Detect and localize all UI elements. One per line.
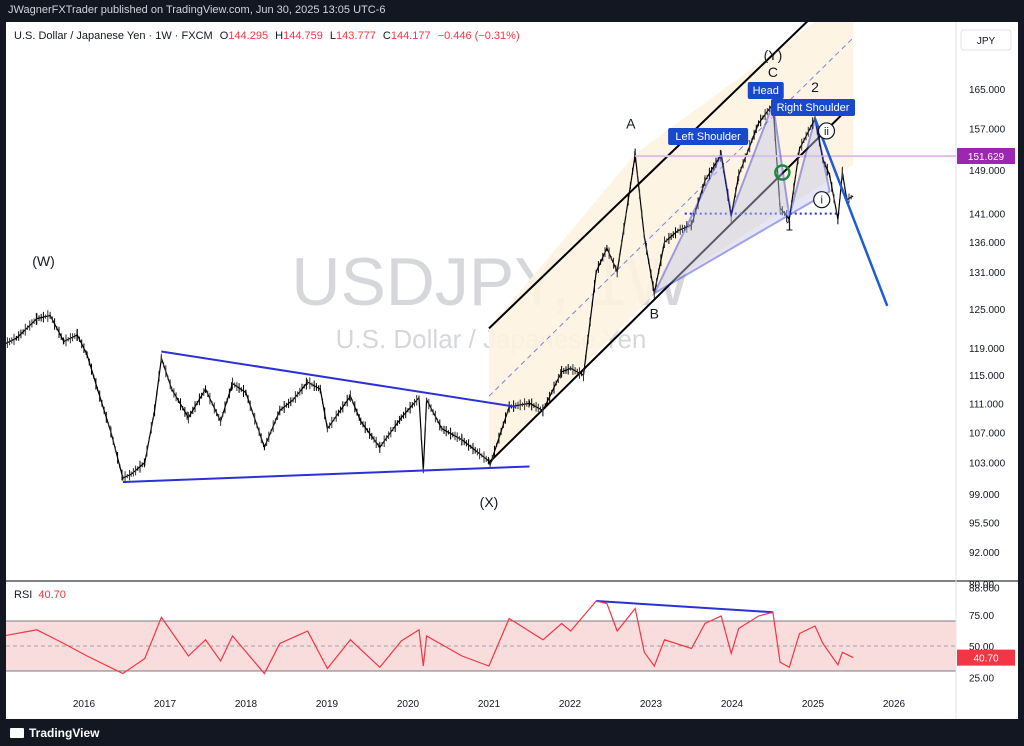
symbol-name: U.S. Dollar / Japanese Yen · 1W · FXCM [14, 30, 213, 42]
wave-label-c: C [768, 64, 778, 80]
last-price-tag [957, 148, 1015, 165]
high-label: H [275, 30, 283, 42]
change-value: −0.446 (−0.31%) [438, 30, 520, 42]
triangle-upper-line [161, 350, 517, 408]
low-value: 143.777 [336, 30, 376, 42]
rsi-label: RSI [14, 589, 32, 601]
year-tick: 2020 [397, 699, 420, 710]
price-tick: 107.000 [969, 428, 1006, 439]
currency-button[interactable]: JPY [960, 29, 1012, 51]
right-shoulder-label-box [771, 99, 855, 116]
channel-upper-line [488, 0, 831, 330]
year-tick: 2016 [73, 699, 96, 710]
year-tick: 2023 [640, 699, 663, 710]
publisher-bar: JWagnerFXTrader published on TradingView… [0, 0, 1024, 22]
tv-logo-icon [10, 728, 24, 738]
price-tick: 149.000 [969, 166, 1006, 177]
head-label: Head [753, 85, 779, 97]
rsi-value-tag [957, 649, 1015, 666]
rsi-line [2, 600, 854, 675]
open-value: 144.295 [228, 30, 268, 42]
year-tick: 2017 [154, 699, 177, 710]
wave-label-i-circle [813, 191, 831, 209]
price-tick: 136.000 [969, 238, 1006, 249]
right-shoulder-label: Right Shoulder [777, 102, 850, 114]
rsi-axis: 80.00 75.00 50.00 25.00 40.70 [957, 580, 1015, 684]
price-tick: 165.000 [969, 85, 1006, 96]
price-tick: 125.000 [969, 305, 1006, 316]
year-tick: 2022 [559, 699, 582, 710]
rsi-layer [2, 600, 854, 675]
rsi-header-value: 40.70 [38, 589, 66, 601]
rsi-tick: 75.00 [969, 611, 994, 622]
wave-label-w: (W) [32, 253, 55, 269]
channel-layer [488, 0, 854, 464]
wave-label-i: i [821, 195, 823, 207]
price-tick: 103.000 [969, 459, 1006, 470]
rsi-divergence-line [596, 600, 774, 614]
rsi-tick: 50.00 [969, 642, 994, 653]
channel-mid-line [488, 37, 854, 397]
year-tick: 2026 [883, 699, 906, 710]
rsi-value-label: 40.70 [973, 654, 998, 665]
price-tick: 99.000 [969, 490, 1000, 501]
rsi-tick: 80.00 [969, 580, 994, 591]
price-tick: 115.000 [969, 371, 1005, 382]
left-shoulder-label: Left Shoulder [675, 131, 741, 143]
rsi-header: RSI 40.70 [14, 589, 66, 601]
footer: TradingView [0, 719, 1024, 746]
year-tick: 2024 [721, 699, 744, 710]
chart-svg[interactable]: USDJPY, 1W U.S. Dollar / Japanese Yen (W… [2, 0, 1018, 719]
chart-frame: USDJPY, 1W U.S. Dollar / Japanese Yen (W… [2, 0, 1018, 719]
price-tick: 92.000 [969, 548, 1000, 559]
close-value: 144.177 [391, 30, 431, 42]
year-tick: 2018 [235, 699, 258, 710]
publisher-text: JWagnerFXTrader published on TradingView… [8, 4, 386, 16]
channel-lower-line [488, 102, 854, 464]
channel-fill [489, 0, 854, 463]
year-tick: 2025 [802, 699, 825, 710]
wave-label-x: (X) [480, 494, 499, 510]
currency-label: JPY [977, 36, 996, 47]
tradingview-logo[interactable]: TradingView [10, 726, 99, 740]
low-label: L [330, 30, 336, 42]
breakout-circle [774, 164, 791, 181]
left-shoulder-label-box [668, 128, 749, 145]
brand-text: TradingView [29, 726, 100, 740]
price-tick: 88.000 [969, 583, 1000, 594]
triangle-lower-line [122, 465, 530, 484]
wave-label-y: (Y) [764, 47, 783, 63]
head-label-box [747, 82, 784, 99]
close-label: C [383, 30, 391, 42]
wave-label-a: A [626, 115, 636, 131]
price-tick: 119.000 [969, 344, 1005, 355]
wave-label-ii-circle [817, 122, 836, 140]
head-shoulders-shape [652, 100, 831, 296]
wave-label-2: 2 [811, 79, 819, 95]
wave-label-b: B [650, 306, 659, 322]
last-price-label: 151.629 [968, 152, 1005, 163]
price-tick: 131.000 [969, 268, 1006, 279]
open-label: O [220, 30, 229, 42]
high-value: 144.759 [283, 30, 323, 42]
svg-text:U.S. Dollar / Japanese Yen · 1: U.S. Dollar / Japanese Yen · 1W · FXCM O… [14, 30, 520, 42]
wave-label-1: 1 [785, 218, 793, 234]
projection-arrow [813, 118, 889, 307]
price-layer [2, 100, 854, 484]
year-tick: 2021 [478, 699, 501, 710]
year-tick: 2019 [316, 699, 339, 710]
price-tick: 141.000 [969, 210, 1006, 221]
price-axis[interactable]: 165.000 157.000 149.000 141.000 136.000 131.0… [957, 85, 1015, 594]
time-axis[interactable]: 2016 2017 2018 2019 2020 2021 2022 2023 2024 2025… [73, 699, 906, 710]
price-tick: 95.500 [969, 519, 1000, 530]
wave-label-ii: ii [824, 126, 829, 138]
price-tick: 157.000 [969, 124, 1006, 135]
price-tick: 111.000 [969, 399, 1004, 410]
rsi-tick: 25.00 [969, 673, 994, 684]
symbol-header: U.S. Dollar / Japanese Yen · 1W · FXCM O… [14, 30, 520, 42]
